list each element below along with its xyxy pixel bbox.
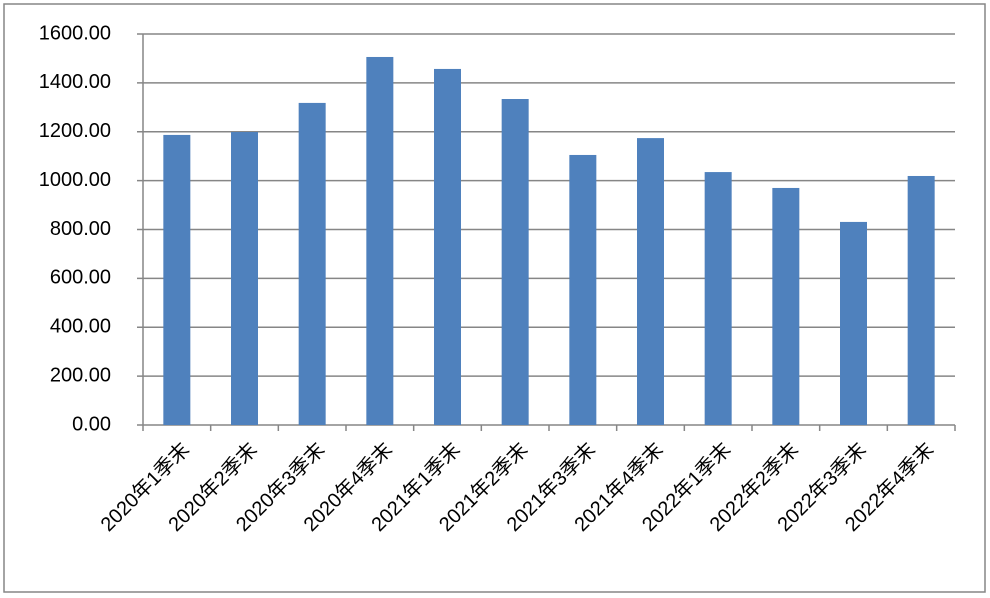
bar: [840, 221, 867, 425]
bar: [637, 138, 664, 425]
y-tick-label: 1600.00: [39, 22, 111, 44]
bar: [298, 102, 326, 425]
bar: [434, 68, 461, 426]
bar: [163, 134, 191, 425]
bar: [704, 172, 732, 425]
y-tick-label: 200.00: [50, 364, 111, 386]
y-tick-label: 400.00: [50, 316, 111, 338]
bar: [501, 99, 529, 425]
bar: [569, 154, 597, 425]
y-tick-label: 600.00: [50, 267, 111, 289]
bar: [366, 56, 394, 425]
bar: [907, 175, 935, 425]
bar: [231, 131, 258, 425]
y-tick-label: 1200.00: [39, 120, 111, 142]
y-tick-label: 800.00: [50, 218, 111, 240]
y-tick-label: 0.00: [72, 413, 111, 435]
y-tick-label: 1400.00: [39, 71, 111, 93]
y-tick-label: 1000.00: [39, 169, 111, 191]
bar: [772, 187, 800, 425]
chart-border: [3, 3, 986, 593]
